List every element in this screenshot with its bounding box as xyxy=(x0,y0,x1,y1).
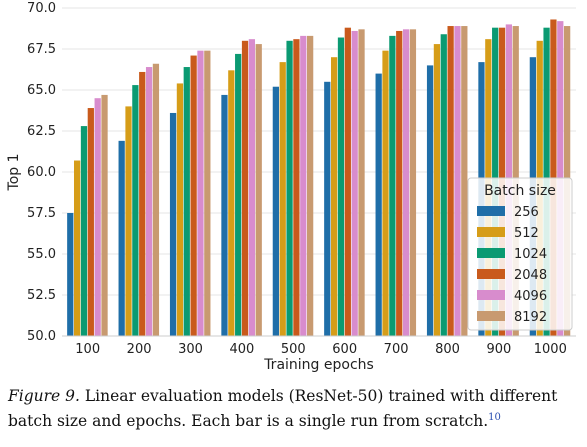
bar-512-100 xyxy=(73,160,81,336)
legend-label-4096: 4096 xyxy=(514,289,547,304)
bar-2048-800 xyxy=(447,26,454,336)
y-tick-label: 60.0 xyxy=(27,165,56,180)
bar-4096-200 xyxy=(145,67,153,336)
bar-4096-600 xyxy=(351,30,358,337)
bar-1024-700 xyxy=(389,35,396,336)
x-tick-label: 700 xyxy=(384,342,409,357)
bar-1024-100 xyxy=(80,126,88,336)
bar-2048-300 xyxy=(190,55,197,337)
y-tick-label: 70.0 xyxy=(27,1,56,16)
x-tick-label: 1000 xyxy=(534,342,567,357)
bar-8192-700 xyxy=(409,29,417,336)
caption-footnote-link[interactable]: 10 xyxy=(488,412,501,423)
bar-8192-500 xyxy=(307,35,314,336)
y-tick-label: 67.5 xyxy=(27,42,56,57)
bar-4096-100 xyxy=(94,98,101,336)
caption-text: Linear evaluation models (ResNet-50) tra… xyxy=(8,387,558,431)
bar-1024-400 xyxy=(235,53,242,337)
bar-1024-500 xyxy=(286,40,293,337)
bar-4096-400 xyxy=(248,39,256,336)
legend: Batch size 256 512 1024 2048 4096 8192 xyxy=(467,177,573,331)
bar-8192-100 xyxy=(101,94,108,336)
bar-8192-200 xyxy=(152,63,160,336)
bar-1024-600 xyxy=(337,37,345,337)
bar-512-400 xyxy=(228,70,235,336)
legend-swatch-256 xyxy=(477,206,505,216)
bar-256-300 xyxy=(169,112,177,337)
figure-caption: Figure 9. Linear evaluation models (ResN… xyxy=(8,386,578,432)
y-axis-ticks: 50.0 52.5 55.0 57.5 60.0 62.5 65.0 67.5 70.0 xyxy=(27,1,56,344)
bar-4096-700 xyxy=(402,29,410,336)
bar-chart: 50.0 52.5 55.0 57.5 60.0 62.5 65.0 67.5 70.0 100… xyxy=(6,1,576,373)
bar-512-500 xyxy=(279,62,286,337)
bar-256-700 xyxy=(375,73,382,336)
x-tick-label: 100 xyxy=(75,342,100,357)
bar-2048-400 xyxy=(241,40,249,337)
legend-label-8192: 8192 xyxy=(514,310,547,325)
legend-swatch-512 xyxy=(477,227,505,237)
bar-1024-300 xyxy=(183,67,190,336)
bar-512-800 xyxy=(433,44,441,336)
x-tick-label: 300 xyxy=(178,342,203,357)
legend-title: Batch size xyxy=(484,183,556,199)
bar-256-200 xyxy=(118,140,125,336)
bar-2048-600 xyxy=(344,27,351,337)
bar-4096-800 xyxy=(454,26,461,336)
x-tick-label: 500 xyxy=(281,342,306,357)
bar-256-500 xyxy=(272,86,279,336)
x-tick-label: 900 xyxy=(486,342,511,357)
bar-256-800 xyxy=(426,65,434,337)
legend-label-256: 256 xyxy=(514,205,539,220)
bar-1024-800 xyxy=(440,34,447,337)
legend-swatch-8192 xyxy=(477,311,505,321)
bar-512-300 xyxy=(176,83,184,336)
bar-2048-700 xyxy=(396,30,403,337)
y-tick-label: 57.5 xyxy=(27,206,56,221)
bar-256-100 xyxy=(67,213,74,336)
bar-256-600 xyxy=(324,81,331,336)
y-axis-title: Top 1 xyxy=(6,154,22,192)
legend-label-1024: 1024 xyxy=(514,247,547,262)
x-tick-label: 600 xyxy=(332,342,357,357)
y-tick-label: 62.5 xyxy=(27,124,56,139)
legend-label-512: 512 xyxy=(514,226,539,241)
y-tick-label: 50.0 xyxy=(27,329,56,344)
x-tick-label: 800 xyxy=(435,342,460,357)
legend-items: 256 512 1024 2048 4096 8192 xyxy=(477,205,547,325)
x-axis-title: Training epochs xyxy=(263,357,374,373)
legend-swatch-1024 xyxy=(477,248,505,258)
bar-512-200 xyxy=(125,106,132,337)
bar-256-400 xyxy=(221,94,228,336)
legend-swatch-4096 xyxy=(477,290,505,300)
bar-8192-300 xyxy=(204,50,211,336)
bar-8192-400 xyxy=(255,44,262,336)
bar-2048-500 xyxy=(293,39,300,336)
caption-label: Figure 9. xyxy=(8,387,80,405)
bar-4096-300 xyxy=(197,50,204,336)
y-tick-label: 55.0 xyxy=(27,247,56,262)
bar-512-600 xyxy=(330,57,338,336)
x-tick-label: 200 xyxy=(127,342,152,357)
bar-8192-600 xyxy=(358,29,365,336)
legend-swatch-2048 xyxy=(477,269,505,279)
bar-2048-200 xyxy=(139,71,146,337)
legend-label-2048: 2048 xyxy=(514,268,547,283)
bar-1024-200 xyxy=(132,85,139,336)
x-tick-label: 400 xyxy=(229,342,254,357)
bar-2048-100 xyxy=(87,108,94,336)
bar-512-700 xyxy=(382,50,389,336)
y-tick-label: 52.5 xyxy=(27,288,56,303)
x-axis-ticks: 100 200 300 400 500 600 700 800 900 1000 xyxy=(75,342,567,357)
bar-4096-500 xyxy=(300,35,307,336)
y-tick-label: 65.0 xyxy=(27,83,56,98)
bar-8192-800 xyxy=(461,26,468,336)
